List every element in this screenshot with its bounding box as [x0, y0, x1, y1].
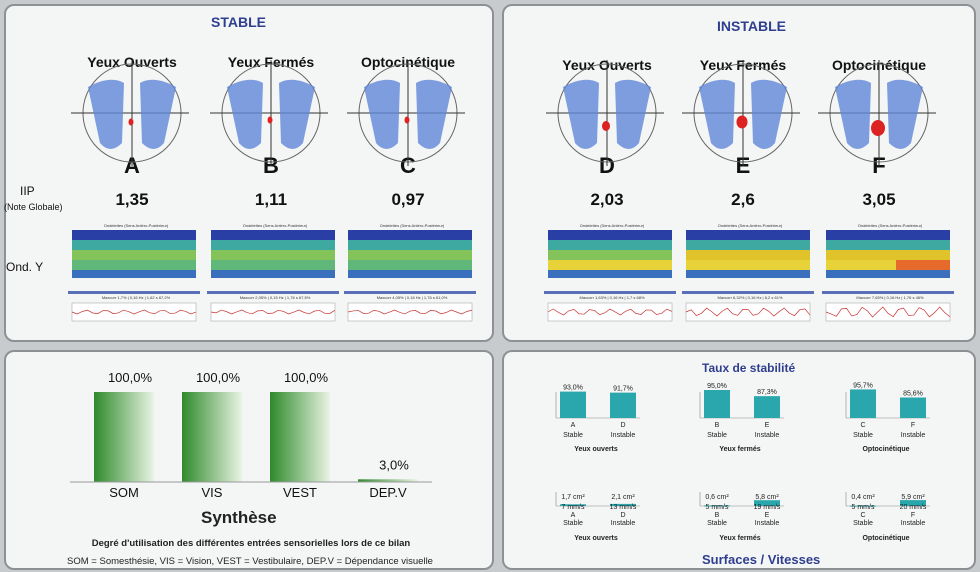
- iip-value: 2,6: [731, 190, 755, 209]
- taux-panel: Taux de stabilité Surfaces / Vitesses: [502, 350, 976, 570]
- instable-title: INSTABLE: [717, 18, 786, 34]
- column-title: Yeux Ouverts: [562, 57, 652, 73]
- ond-y-label: Ond. Y: [6, 260, 44, 274]
- surfaces-title: Surfaces / Vitesses: [702, 552, 821, 567]
- trace-caption: Maxcorr 7,65% | 0,16 Hz | 1,76 s 46%: [856, 295, 924, 300]
- trace-caption: Maxcorr 1,7% | 0,16 Hz | 1,62 s 67,2%: [101, 295, 171, 300]
- column-title: Yeux Ouverts: [87, 54, 177, 70]
- condition-letter: A: [124, 153, 140, 178]
- condition-letter: C: [400, 153, 416, 178]
- spectrogram-title: Ondelettes (Sens Antéro-Postérieur): [857, 223, 923, 228]
- iip-value: 3,05: [862, 190, 896, 209]
- iip-label: IIP: [20, 184, 35, 198]
- synthese-title: Synthèse: [201, 508, 277, 527]
- column-title: Yeux Fermés: [699, 57, 787, 73]
- spectrogram-title: Ondelettes (Sens Antéro-Postérieur): [579, 223, 645, 228]
- iip-value: 1,35: [115, 190, 149, 209]
- synthese-panel: Synthèse Degré d'utilisation des différe…: [4, 350, 494, 570]
- condition-letter: F: [872, 153, 886, 178]
- synthese-legend: SOM = Somesthésie, VIS = Vision, VEST = …: [67, 556, 433, 567]
- taux-title: Taux de stabilité: [702, 361, 796, 375]
- column-title: Optocinétique: [831, 57, 927, 73]
- iip-value: 0,97: [391, 190, 425, 209]
- note-globale-label: (Note Globale): [4, 202, 63, 212]
- instable-panel: INSTABLE: [502, 4, 976, 342]
- condition-letter: D: [599, 153, 615, 178]
- trace-caption: Maxcorr 2,05% | 0,15 Hz | 1,76 s 67,5%: [239, 295, 311, 300]
- condition-letter: E: [735, 153, 751, 178]
- stable-panel: STABLE: [4, 4, 494, 342]
- stable-title: STABLE: [211, 14, 266, 30]
- spectrogram-title: Ondelettes (Sens Antéro-Postérieur): [717, 223, 783, 228]
- column-title: Yeux Fermés: [227, 54, 315, 70]
- spectrogram-title: Ondelettes (Sens Antéro-Postérieur): [379, 223, 445, 228]
- spectrogram-title: Ondelettes (Sens Antéro-Postérieur): [242, 223, 308, 228]
- trace-caption: Maxcorr 1,63% | 0,16 Hz | 1,7 s 68%: [579, 295, 645, 300]
- synthese-subtitle: Degré d'utilisation des différentes entr…: [91, 538, 411, 549]
- condition-letter: B: [263, 153, 279, 178]
- iip-value: 1,11: [254, 190, 288, 209]
- trace-caption: Maxcorr 6,32% | 0,16 Hz | 6,2 s 61%: [717, 295, 783, 300]
- spectrogram-title: Ondelettes (Sens Antéro-Postérieur): [103, 223, 169, 228]
- iip-value: 2,03: [590, 190, 624, 209]
- column-title: Optocinétique: [360, 54, 456, 70]
- trace-caption: Maxcorr 4,05% | 0,16 Hz | 1,76 s 61,0%: [376, 295, 448, 300]
